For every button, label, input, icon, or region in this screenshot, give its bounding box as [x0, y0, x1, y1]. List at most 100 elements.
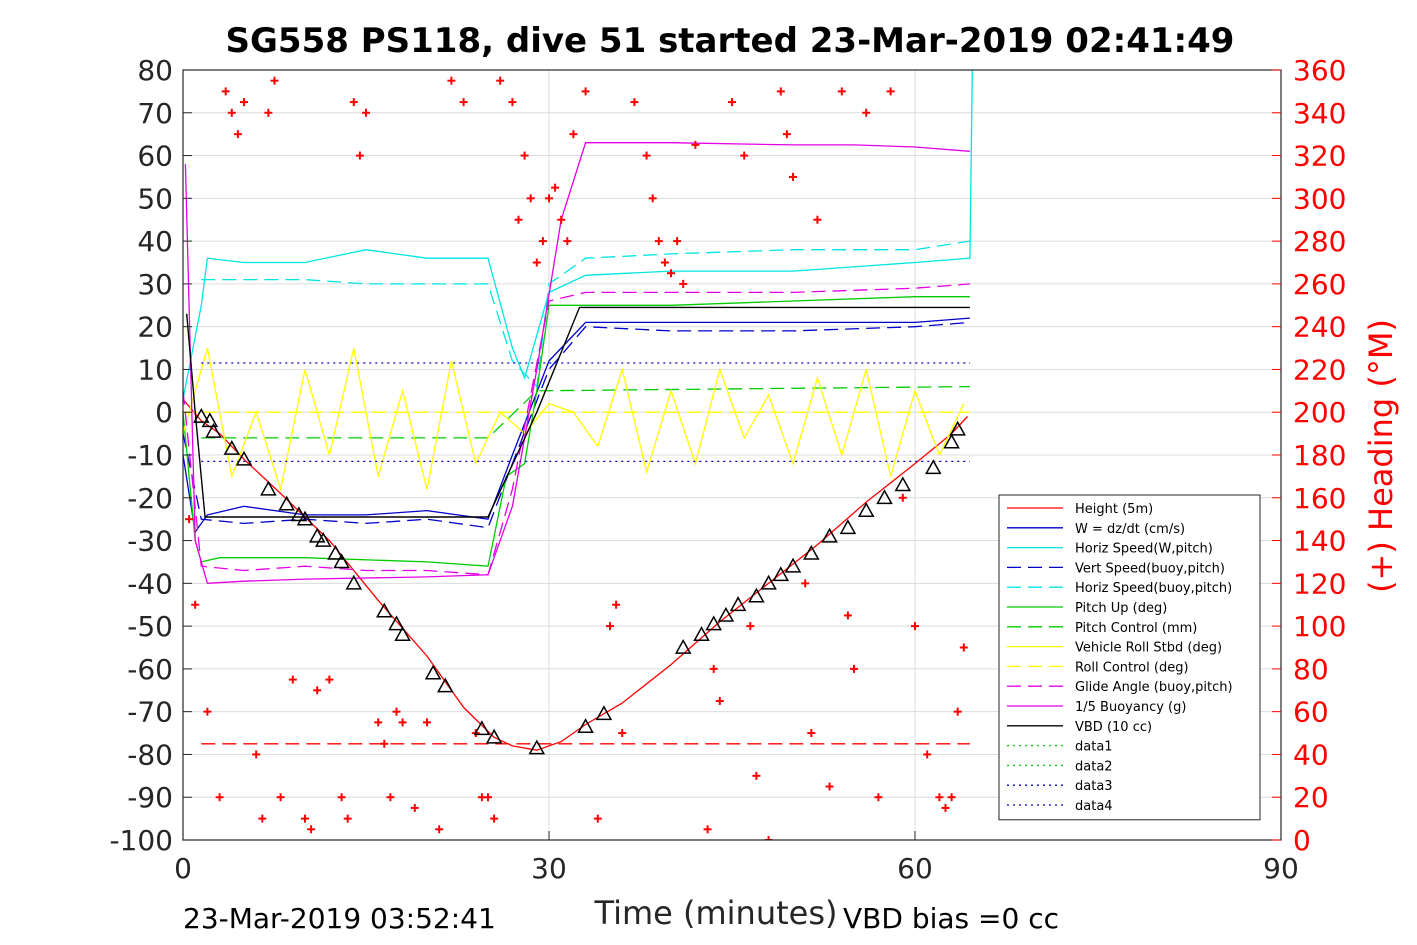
- heading-point: [191, 600, 200, 609]
- right-tick-label: 80: [1293, 653, 1329, 686]
- heading-point: [593, 814, 602, 823]
- right-tick-label: 240: [1293, 311, 1346, 344]
- profile-marker: [278, 495, 295, 511]
- heading-point: [520, 151, 529, 160]
- left-tick-label: 20: [137, 311, 173, 344]
- heading-point: [673, 237, 682, 246]
- left-tick-label: 70: [137, 97, 173, 130]
- heading-point: [886, 87, 895, 96]
- profile-marker: [394, 626, 411, 642]
- heading-point: [898, 493, 907, 502]
- profile-marker: [839, 519, 857, 535]
- heading-point: [349, 98, 358, 107]
- heading-point: [782, 130, 791, 139]
- series-line-12: [186, 306, 970, 518]
- heading-point: [264, 108, 273, 117]
- profile-marker: [223, 440, 241, 455]
- heading-point: [380, 739, 389, 748]
- x-tick-label: 90: [1263, 852, 1299, 885]
- heading-point: [776, 87, 785, 96]
- heading-point: [581, 87, 590, 96]
- profile-marker: [784, 557, 802, 573]
- right-tick-label: 340: [1293, 97, 1346, 130]
- heading-point: [563, 237, 572, 246]
- heading-point: [667, 269, 675, 278]
- heading-point: [313, 686, 322, 695]
- profile-marker: [201, 412, 219, 428]
- series-line-7: [201, 385, 970, 439]
- left-tick-label: -20: [127, 482, 173, 515]
- legend-label: data4: [1075, 799, 1113, 814]
- heading-point: [325, 675, 334, 684]
- left-tick-label: 30: [137, 268, 173, 301]
- profile-marker: [308, 527, 326, 543]
- profile-marker: [260, 480, 277, 496]
- right-tick-label: 320: [1293, 140, 1346, 173]
- right-tick-label: 180: [1293, 439, 1346, 472]
- profile-marker: [528, 739, 546, 755]
- profile-marker: [327, 544, 344, 560]
- profile-marker: [857, 502, 875, 517]
- legend-label: Horiz Speed(W,pitch): [1075, 542, 1213, 557]
- heading-point: [911, 622, 919, 631]
- heading-point: [392, 707, 401, 716]
- heading-point: [355, 151, 364, 160]
- heading-point: [423, 718, 431, 727]
- heading-point: [843, 611, 852, 620]
- legend: Height (5m) W = dz/dt (cm/s) Horiz Speed(W…: [998, 494, 1261, 821]
- legend-label: Horiz Speed(buoy,pitch): [1075, 581, 1232, 596]
- profile-marker: [437, 677, 454, 693]
- chart-title: SG558 PS118, dive 51 started 23-Mar-2019…: [226, 21, 1235, 61]
- heading-point: [807, 729, 816, 738]
- heading-point: [709, 664, 718, 673]
- profile-marker: [894, 476, 912, 492]
- series-line-11: [184, 142, 970, 584]
- axis-ticks: 80706050403020100-10-20-30-40-50-60-70-8…: [109, 54, 1346, 885]
- heading-point: [569, 130, 578, 139]
- left-tick-label: -40: [127, 567, 173, 600]
- heading-markers: [185, 76, 968, 840]
- profile-marker: [290, 506, 308, 522]
- legend-label: Glide Angle (buoy,pitch): [1075, 680, 1233, 695]
- right-tick-label: 0: [1293, 824, 1311, 857]
- heading-point: [526, 194, 535, 203]
- profile-marker: [424, 664, 442, 680]
- heading-point: [258, 814, 267, 823]
- heading-point: [362, 108, 370, 117]
- heading-point: [484, 793, 492, 802]
- profile-marker: [943, 433, 960, 449]
- x-tick-label: 0: [174, 852, 192, 885]
- heading-point: [551, 183, 560, 192]
- profile-marker: [748, 587, 765, 603]
- heading-point: [227, 108, 236, 117]
- heading-point: [703, 825, 712, 834]
- left-tick-label: -50: [127, 610, 173, 643]
- heading-point: [862, 108, 871, 117]
- profile-marker: [760, 574, 777, 590]
- series-line-5: [201, 240, 971, 389]
- heading-point: [850, 664, 858, 673]
- left-tick-label: 10: [137, 353, 173, 386]
- series-line-10: [183, 283, 970, 576]
- profile-marker: [821, 527, 838, 543]
- heading-point: [508, 98, 517, 107]
- left-tick-label: -100: [109, 824, 173, 857]
- heading-point: [764, 836, 773, 840]
- profile-marker: [595, 705, 613, 721]
- profile-marker: [925, 459, 942, 475]
- heading-point: [941, 803, 950, 812]
- right-tick-label: 100: [1293, 610, 1346, 643]
- legend-label: Pitch Control (mm): [1075, 621, 1197, 636]
- legend-label: W = dz/dt (cm/s): [1075, 522, 1185, 537]
- series-line-3: [183, 70, 973, 400]
- left-tick-label: 50: [137, 182, 173, 215]
- heading-point: [935, 793, 944, 802]
- profile-marker: [485, 728, 503, 744]
- heading-point: [825, 782, 834, 791]
- profile-marker: [315, 532, 332, 547]
- heading-point: [276, 793, 285, 802]
- left-tick-label: 80: [137, 54, 173, 87]
- heading-point: [459, 98, 468, 107]
- heading-point: [947, 793, 956, 802]
- right-tick-label: 40: [1293, 738, 1329, 771]
